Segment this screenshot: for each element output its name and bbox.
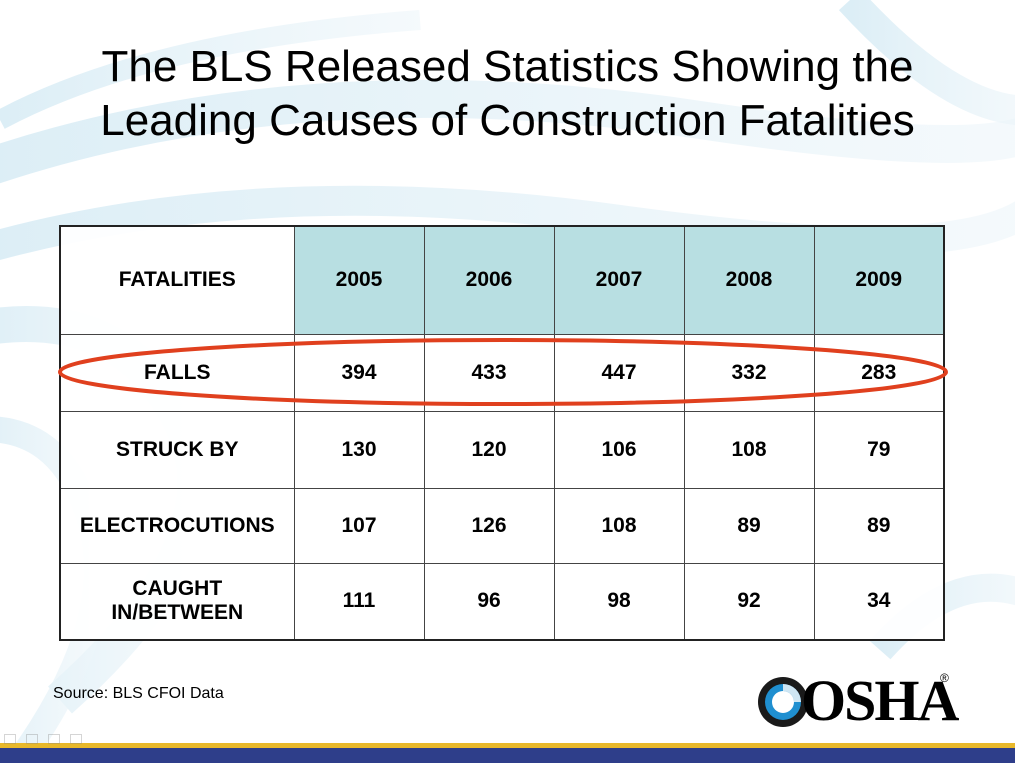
source-note: Source: BLS CFOI Data bbox=[53, 685, 224, 702]
osha-logo-icon bbox=[758, 677, 808, 727]
cause-label: FALLS bbox=[59, 333, 295, 412]
table-cell: 283 bbox=[813, 333, 945, 412]
prev-slide-icon[interactable] bbox=[4, 734, 16, 744]
fatalities-table: FATALITIES 2005 2006 2007 2008 2009 FALL… bbox=[59, 225, 945, 641]
header-year: 2006 bbox=[423, 225, 555, 335]
table-cell: 120 bbox=[423, 410, 555, 489]
slide-title: The BLS Released Statistics Showing the … bbox=[40, 40, 975, 148]
header-year: 2009 bbox=[813, 225, 945, 335]
slide-controls[interactable] bbox=[4, 734, 82, 746]
table-cell: 394 bbox=[293, 333, 425, 412]
footer-bar-gold bbox=[0, 743, 1015, 748]
header-year: 2008 bbox=[683, 225, 815, 335]
table-row-struck-by: STRUCK BY 130 120 106 108 79 bbox=[59, 410, 945, 489]
table-cell: 332 bbox=[683, 333, 815, 412]
table-row-falls: FALLS 394 433 447 332 283 bbox=[59, 333, 945, 412]
cause-label-line-1: CAUGHT bbox=[132, 577, 223, 601]
cause-label: STRUCK BY bbox=[59, 410, 295, 489]
table-cell: 107 bbox=[293, 487, 425, 564]
table-cell: 108 bbox=[683, 410, 815, 489]
cause-label: ELECTROCUTIONS bbox=[59, 487, 295, 564]
table-cell: 89 bbox=[683, 487, 815, 564]
header-year: 2005 bbox=[293, 225, 425, 335]
table-cell: 130 bbox=[293, 410, 425, 489]
cause-label: CAUGHT IN/BETWEEN bbox=[59, 562, 295, 641]
table-row-electrocutions: ELECTROCUTIONS 107 126 108 89 89 bbox=[59, 487, 945, 564]
table-cell: 89 bbox=[813, 487, 945, 564]
header-year: 2007 bbox=[553, 225, 685, 335]
table-cell: 79 bbox=[813, 410, 945, 489]
table-row-caught-in-between: CAUGHT IN/BETWEEN 111 96 98 92 34 bbox=[59, 562, 945, 641]
title-line-2: Leading Causes of Construction Fatalitie… bbox=[100, 96, 915, 145]
table-cell: 98 bbox=[553, 562, 685, 641]
pen-icon[interactable] bbox=[26, 734, 38, 744]
table-cell: 92 bbox=[683, 562, 815, 641]
table-cell: 447 bbox=[553, 333, 685, 412]
table-cell: 106 bbox=[553, 410, 685, 489]
table-cell: 34 bbox=[813, 562, 945, 641]
logo-text: OSHA bbox=[801, 668, 959, 733]
header-fatalities: FATALITIES bbox=[59, 225, 295, 335]
next-slide-icon[interactable] bbox=[70, 734, 82, 744]
table-cell: 126 bbox=[423, 487, 555, 564]
table-cell: 433 bbox=[423, 333, 555, 412]
menu-icon[interactable] bbox=[48, 734, 60, 744]
table-header-row: FATALITIES 2005 2006 2007 2008 2009 bbox=[59, 225, 945, 335]
footer-bar-navy bbox=[0, 748, 1015, 763]
table-cell: 96 bbox=[423, 562, 555, 641]
table-cell: 111 bbox=[293, 562, 425, 641]
table-cell: 108 bbox=[553, 487, 685, 564]
osha-logo: OSHA ® bbox=[755, 668, 959, 733]
title-line-1: The BLS Released Statistics Showing the bbox=[101, 42, 914, 91]
registered-mark: ® bbox=[940, 671, 949, 685]
cause-label-line-2: IN/BETWEEN bbox=[111, 601, 244, 625]
